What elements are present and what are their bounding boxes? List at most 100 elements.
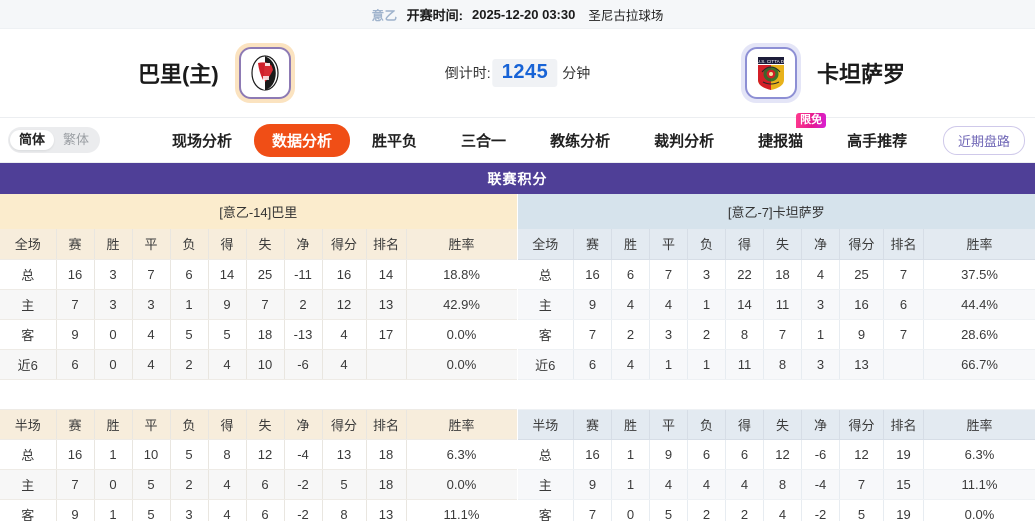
cell-win: 6 (611, 259, 650, 290)
tab-jiebaomao[interactable]: 捷报猫 限免 (736, 112, 827, 157)
away-team-block[interactable]: U.S. CITTA DI 卡坦萨罗 (740, 43, 905, 103)
col-goals-against: 失 (763, 409, 802, 440)
cell-rank: 19 (883, 499, 924, 521)
cell-played: 16 (573, 259, 612, 290)
tab-data-analysis[interactable]: 数据分析 (254, 123, 351, 157)
cell-winrate: 0.0% (406, 469, 517, 500)
cell-loss: 2 (170, 469, 209, 500)
cell-points: 5 (839, 499, 884, 521)
cell-winrate: 66.7% (923, 349, 1035, 380)
tab-win-draw-loss[interactable]: 胜平负 (372, 132, 418, 150)
cell-loss: 6 (687, 439, 726, 470)
table-header-row: 半场 赛 胜 平 负 得 失 净 得分 排名 胜率 (517, 409, 1035, 440)
cell-loss: 5 (170, 439, 209, 470)
home-standings-section: [意乙-14]巴里 全场 赛 胜 平 负 得 失 净 得分 排名 胜率 (0, 194, 518, 521)
cell-winrate: 37.5% (923, 259, 1035, 290)
table-row: 客 9 0 4 5 5 18 -13 4 17 0.0% (0, 319, 517, 350)
tab-expert-picks[interactable]: 高手推荐 (847, 132, 908, 150)
cell-win: 3 (94, 289, 133, 320)
cell-goals-for: 2 (725, 499, 764, 521)
col-goals-for: 得 (725, 409, 764, 440)
cell-points: 9 (839, 319, 884, 350)
tab-live-analysis[interactable]: 现场分析 (172, 132, 233, 150)
col-loss: 负 (170, 229, 209, 260)
cell-goals-for: 4 (208, 349, 247, 380)
home-fulltime-table: 全场 赛 胜 平 负 得 失 净 得分 排名 胜率 总 16 3 (0, 229, 517, 410)
table-row: 总 16 1 10 5 8 12 -4 13 18 6.3% (0, 439, 517, 470)
cell-points: 25 (839, 259, 884, 290)
league-tag: 意乙 (371, 8, 398, 23)
row-label: 近6 (517, 349, 574, 380)
row-label: 客 (517, 499, 574, 521)
table-row: 客 9 1 5 3 4 6 -2 8 13 11.1% (0, 499, 517, 521)
row-label: 近6 (0, 349, 57, 380)
cell-rank: 6 (883, 289, 924, 320)
table-row: 客 7 2 3 2 8 7 1 9 7 28.6% (517, 319, 1035, 350)
cell-goals-against: 7 (246, 289, 285, 320)
cell-draw: 9 (649, 439, 688, 470)
cell-goal-diff: 3 (801, 289, 840, 320)
countdown: 倒计时: 1245 分钟 (445, 59, 590, 87)
cell-winrate: 6.3% (923, 439, 1035, 470)
cell-win: 0 (94, 349, 133, 380)
cell-winrate: 44.4% (923, 289, 1035, 320)
cell-draw: 4 (132, 319, 171, 350)
row-label: 客 (0, 499, 57, 521)
tab-referee-analysis[interactable]: 裁判分析 (654, 132, 715, 150)
lang-option-simplified[interactable]: 简体 (10, 129, 55, 151)
table-row: 客 7 0 5 2 2 4 -2 5 19 0.0% (517, 499, 1035, 521)
col-rank: 排名 (366, 409, 407, 440)
col-goals-against: 失 (246, 409, 285, 440)
svg-text:U.S. CITTA DI: U.S. CITTA DI (757, 59, 786, 64)
analysis-nav-bar: 简体 繁体 现场分析 数据分析 胜平负 三合一 教练分析 裁判分析 捷报猫 限免… (0, 112, 1035, 163)
col-goals-against: 失 (763, 229, 802, 260)
table-header-row: 半场 赛 胜 平 负 得 失 净 得分 排名 胜率 (0, 409, 517, 440)
home-team-block[interactable]: 巴里(主) (138, 43, 295, 103)
cell-goals-for: 6 (725, 439, 764, 470)
row-label: 主 (517, 469, 574, 500)
cell-draw: 1 (649, 349, 688, 380)
table-row: 主 9 4 4 1 14 11 3 16 6 44.4% (517, 289, 1035, 320)
row-label: 总 (517, 259, 574, 290)
lang-option-traditional[interactable]: 繁体 (63, 131, 90, 147)
cell-winrate: 18.8% (406, 259, 517, 290)
cell-goals-against: 8 (763, 469, 802, 500)
cell-points: 5 (322, 469, 367, 500)
cell-goal-diff: -2 (284, 499, 323, 521)
tab-three-in-one[interactable]: 三合一 (461, 132, 507, 150)
cell-goals-for: 14 (725, 289, 764, 320)
language-toggle[interactable]: 简体 繁体 (8, 127, 101, 153)
cell-points: 4 (322, 319, 367, 350)
cell-points: 4 (322, 349, 367, 380)
col-points: 得分 (322, 409, 367, 440)
cell-loss: 2 (687, 319, 726, 350)
recent-odds-button[interactable]: 近期盘路 (942, 125, 1025, 155)
cell-played: 6 (573, 349, 612, 380)
cell-loss: 4 (687, 469, 726, 500)
cell-played: 7 (573, 319, 612, 350)
cell-goals-against: 18 (246, 319, 285, 350)
cell-rank: 18 (366, 439, 407, 470)
tab-jiebaomao-label: 捷报猫 (758, 132, 804, 150)
away-standings-title: [意乙-7]卡坦萨罗 (517, 194, 1035, 229)
match-info-bar: 意乙 开赛时间: 2025-12-20 03:30 圣尼古拉球场 (0, 0, 1035, 29)
away-halftime-table: 半场 赛 胜 平 负 得 失 净 得分 排名 胜率 总 16 1 (517, 409, 1035, 521)
cell-goals-against: 10 (246, 349, 285, 380)
col-goal-diff: 净 (801, 229, 840, 260)
countdown-unit: 分钟 (562, 65, 591, 81)
cell-played: 9 (56, 319, 95, 350)
row-label: 主 (0, 469, 57, 500)
cell-goal-diff: 4 (801, 259, 840, 290)
cell-goals-for: 4 (725, 469, 764, 500)
cell-rank: 7 (883, 319, 924, 350)
row-label: 客 (0, 319, 57, 350)
col-scope: 半场 (0, 409, 57, 440)
cell-draw: 10 (132, 439, 171, 470)
cell-winrate: 11.1% (923, 469, 1035, 500)
col-scope: 半场 (517, 409, 574, 440)
cell-goal-diff: -11 (284, 259, 323, 290)
table-row: 总 16 1 9 6 6 12 -6 12 19 6.3% (517, 439, 1035, 470)
tab-coach-analysis[interactable]: 教练分析 (550, 132, 611, 150)
col-win: 胜 (94, 229, 133, 260)
cell-goal-diff: 3 (801, 349, 840, 380)
